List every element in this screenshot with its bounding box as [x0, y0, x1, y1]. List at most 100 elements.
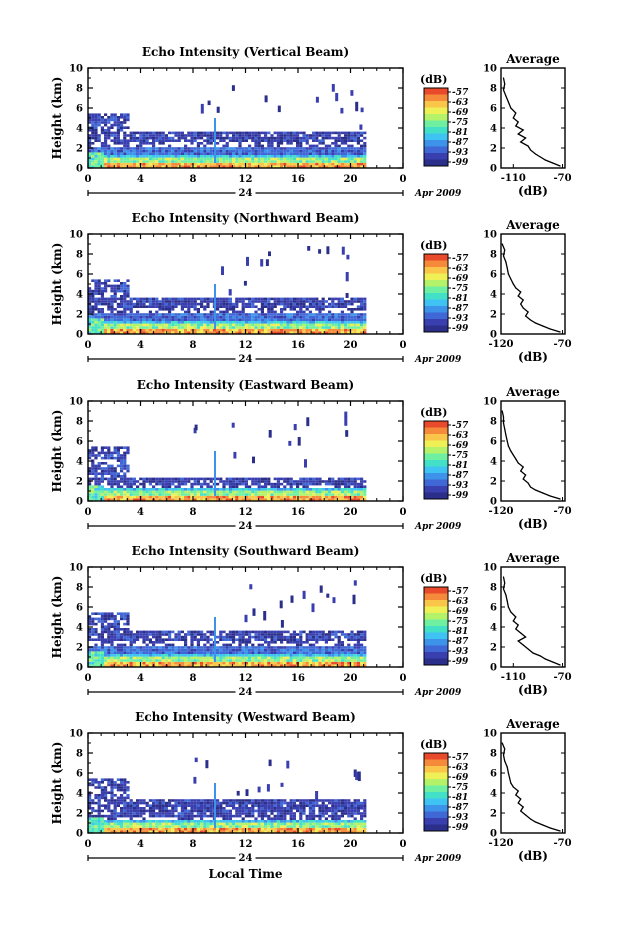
heat-cell	[174, 490, 178, 494]
heat-cell	[318, 318, 322, 321]
heat-cell	[324, 659, 328, 662]
heat-cell	[318, 656, 322, 660]
heat-cell	[123, 295, 127, 298]
heat-cell	[331, 136, 335, 140]
heat-cell	[123, 488, 127, 491]
heat-cell	[321, 664, 325, 667]
colorbar-tick-label: -99	[452, 491, 469, 501]
heat-cell	[104, 467, 108, 470]
heat-cell	[200, 152, 204, 155]
heat-cell	[251, 318, 255, 321]
heat-cell	[318, 490, 322, 494]
heat-cell	[126, 134, 130, 137]
heat-cell	[152, 131, 156, 135]
heat-cell	[302, 664, 306, 667]
heat-cell	[324, 318, 328, 321]
heat-cell	[353, 638, 357, 641]
heat-cell	[241, 315, 245, 319]
heat-cell	[200, 630, 204, 634]
heat-cell	[232, 136, 236, 140]
heat-cell	[324, 656, 328, 660]
heat-cell	[94, 292, 98, 295]
heat-cell	[120, 129, 124, 132]
heat-cell	[251, 147, 255, 150]
heat-cell	[270, 142, 274, 145]
heat-cell	[353, 493, 357, 496]
heat-cell	[353, 485, 357, 488]
heat-cell	[350, 147, 354, 150]
heat-cell	[302, 300, 306, 303]
heat-cell	[219, 654, 223, 657]
profile-point	[515, 287, 517, 289]
heat-cell	[254, 661, 258, 665]
heat-cell	[113, 121, 117, 124]
heat-cell	[168, 493, 172, 496]
heat-cell	[225, 160, 229, 163]
heat-cell	[260, 147, 264, 150]
profile-point	[559, 331, 561, 333]
profile-y-tick-label: 4	[490, 124, 497, 135]
heat-cell	[142, 134, 146, 137]
heat-cell	[129, 302, 133, 306]
heat-cell	[267, 321, 271, 324]
heat-cell	[290, 595, 294, 603]
heat-cell	[180, 318, 184, 321]
heat-cell	[238, 318, 242, 321]
heat-cell	[168, 643, 172, 647]
heat-cell	[289, 659, 293, 662]
heat-cell	[123, 633, 127, 636]
heat-cell	[116, 302, 120, 306]
heat-cell	[328, 315, 332, 319]
colorbar-segment	[424, 107, 448, 115]
heat-cell	[194, 424, 198, 431]
heat-cell	[148, 323, 152, 327]
heat-cell	[334, 331, 338, 334]
heat-cell	[257, 477, 261, 481]
heat-cell	[350, 656, 354, 660]
heat-cell	[100, 142, 104, 145]
heat-cell	[302, 310, 306, 314]
heat-cell	[312, 152, 316, 155]
heat-cell	[312, 328, 316, 332]
heat-cell	[350, 162, 354, 166]
heat-cell	[91, 123, 95, 127]
heat-cell	[152, 152, 156, 155]
heat-cell	[248, 165, 252, 168]
heat-cell	[347, 656, 351, 660]
heat-cell	[94, 297, 98, 301]
heat-cell	[219, 498, 223, 501]
heat-cell	[360, 144, 364, 148]
heat-cell	[110, 464, 114, 468]
heat-cell	[276, 302, 280, 306]
heat-cell	[283, 160, 287, 163]
heat-cell	[187, 321, 191, 324]
heat-cell	[168, 297, 172, 301]
heat-cell	[360, 643, 364, 647]
heat-cell	[257, 321, 261, 324]
heat-cell	[174, 152, 178, 155]
profile-point	[505, 594, 507, 596]
heat-cell	[139, 482, 143, 486]
heat-cell	[356, 162, 360, 166]
heat-cell	[116, 149, 120, 153]
heat-cell	[206, 654, 210, 657]
heat-cell	[321, 318, 325, 321]
heat-cell	[190, 482, 194, 486]
heat-cell	[356, 635, 360, 639]
heat-cell	[88, 323, 92, 327]
heat-cell	[136, 488, 140, 491]
heat-cell	[235, 315, 239, 319]
heat-cell	[184, 641, 188, 644]
heat-cell	[129, 654, 133, 657]
heat-cell	[91, 326, 95, 329]
heat-cell	[97, 646, 101, 649]
heat-cell	[267, 659, 271, 662]
heat-cell	[104, 628, 108, 631]
heat-cell	[94, 282, 98, 285]
colorbar-tick-label: -63	[452, 98, 468, 108]
heat-cell	[168, 318, 172, 321]
heat-cell	[209, 493, 213, 496]
heat-cell	[299, 131, 303, 135]
heat-cell	[196, 493, 200, 496]
heat-cell	[107, 472, 111, 475]
